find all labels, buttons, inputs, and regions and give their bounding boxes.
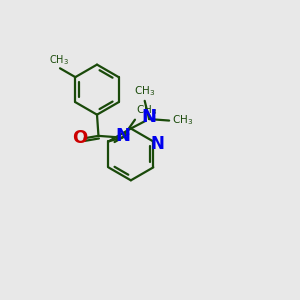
Text: CH$_3$: CH$_3$ bbox=[134, 84, 155, 98]
Text: CH$_3$: CH$_3$ bbox=[172, 114, 193, 128]
Text: N: N bbox=[150, 134, 164, 152]
Text: CH$_3$: CH$_3$ bbox=[136, 103, 158, 117]
Text: N: N bbox=[142, 108, 157, 126]
Text: CH$_3$: CH$_3$ bbox=[49, 53, 68, 67]
Text: O: O bbox=[72, 129, 88, 147]
Text: N: N bbox=[115, 127, 130, 145]
